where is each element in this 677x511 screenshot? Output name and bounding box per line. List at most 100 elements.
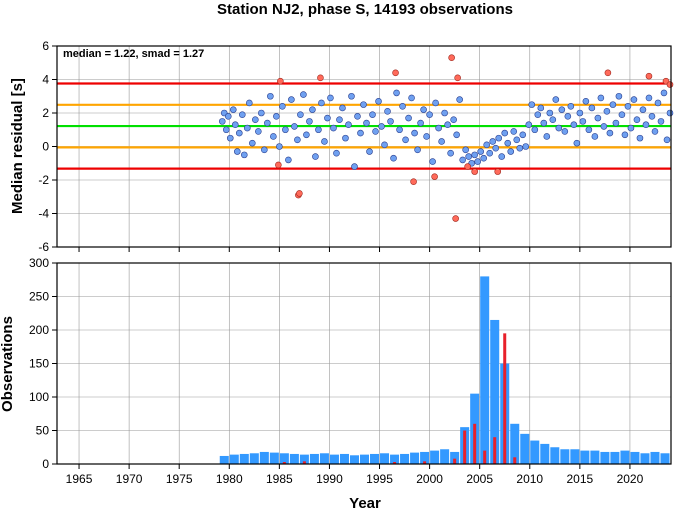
data-point — [633, 116, 641, 123]
data-point — [459, 156, 466, 164]
histogram-bar — [540, 443, 550, 464]
histogram-bar — [510, 423, 520, 464]
data-point — [516, 144, 524, 152]
data-point — [621, 131, 629, 139]
x-tick-label: 1965 — [66, 472, 93, 486]
histogram-bar — [400, 453, 410, 464]
histogram-bar — [430, 450, 440, 464]
data-point — [585, 126, 593, 134]
y-tick-label: 150 — [29, 357, 49, 371]
data-point — [393, 89, 400, 97]
data-point — [651, 128, 659, 135]
histogram-bar — [620, 450, 630, 464]
histogram-bar — [259, 451, 269, 464]
data-point — [452, 215, 459, 222]
histogram-bar — [420, 451, 430, 464]
data-point — [306, 118, 313, 125]
x-tick-label: 1975 — [166, 472, 193, 486]
data-point — [465, 153, 472, 160]
data-point — [267, 92, 274, 100]
data-point — [489, 138, 497, 145]
data-point — [246, 99, 253, 107]
data-point — [657, 118, 665, 125]
histogram-bar — [610, 451, 620, 464]
y-tick-label: 0 — [42, 140, 49, 154]
histogram-bar — [480, 276, 490, 464]
histogram-bar — [302, 461, 306, 464]
data-point — [464, 163, 471, 170]
data-point — [636, 134, 644, 142]
x-tick-label: 2000 — [416, 472, 443, 486]
histogram-bar — [269, 452, 279, 464]
histogram-bar — [359, 454, 370, 464]
histogram-bar — [319, 453, 329, 464]
data-point — [426, 111, 433, 118]
data-point — [275, 161, 282, 169]
data-point — [414, 146, 421, 154]
data-point — [540, 119, 548, 127]
data-point — [630, 96, 638, 103]
x-tick-label: 1970 — [116, 472, 143, 486]
histogram-bar — [660, 453, 670, 464]
data-point — [270, 133, 277, 140]
data-point — [315, 126, 322, 134]
data-point — [410, 178, 417, 185]
y-tick-label: 200 — [29, 323, 49, 337]
data-point — [537, 104, 545, 112]
histogram-bar — [423, 461, 427, 464]
data-point — [612, 119, 620, 127]
data-point — [241, 151, 248, 159]
data-point — [522, 143, 530, 150]
data-point — [444, 121, 451, 129]
data-point — [618, 111, 626, 118]
data-point — [363, 119, 370, 127]
data-point — [552, 96, 560, 103]
data-point — [435, 124, 442, 132]
data-point — [513, 136, 521, 144]
data-point — [609, 101, 617, 108]
histogram-bar — [229, 454, 239, 464]
data-point — [624, 103, 632, 110]
data-point — [555, 124, 563, 132]
data-point — [627, 124, 635, 132]
x-tick-label: 2010 — [516, 472, 543, 486]
data-point — [218, 118, 226, 125]
histogram-bar — [590, 450, 600, 464]
data-point — [483, 141, 490, 149]
histogram-bar — [440, 449, 450, 464]
histogram-bar — [249, 453, 259, 464]
y-axis-label: Observations — [0, 316, 16, 412]
histogram-bar — [650, 451, 660, 464]
histogram-bar — [282, 461, 286, 464]
x-tick-label: 1980 — [216, 472, 243, 486]
data-point — [604, 69, 612, 77]
data-point — [534, 111, 542, 118]
histogram-bar — [503, 333, 507, 464]
data-point — [474, 158, 481, 165]
data-point — [519, 131, 527, 139]
data-point — [448, 54, 455, 62]
data-point — [387, 118, 394, 125]
histogram-bar — [570, 449, 580, 464]
data-point — [324, 114, 331, 122]
data-point — [471, 151, 478, 159]
histogram-bar — [513, 457, 517, 464]
data-point — [261, 146, 268, 154]
y-tick-label: 50 — [36, 424, 50, 438]
histogram-bar — [279, 453, 289, 464]
data-point — [402, 136, 409, 144]
data-point — [372, 128, 379, 135]
data-point — [342, 134, 349, 142]
data-point — [288, 96, 295, 103]
histogram-bar — [219, 455, 229, 464]
data-point — [573, 139, 581, 147]
data-point — [494, 168, 502, 175]
histogram-bar — [600, 451, 610, 464]
y-tick-label: -6 — [38, 240, 49, 254]
histogram-bar — [550, 447, 560, 464]
data-point — [294, 136, 301, 144]
data-point — [558, 106, 566, 113]
histogram-bar — [309, 453, 319, 464]
data-point — [666, 81, 674, 88]
data-point — [666, 109, 674, 117]
